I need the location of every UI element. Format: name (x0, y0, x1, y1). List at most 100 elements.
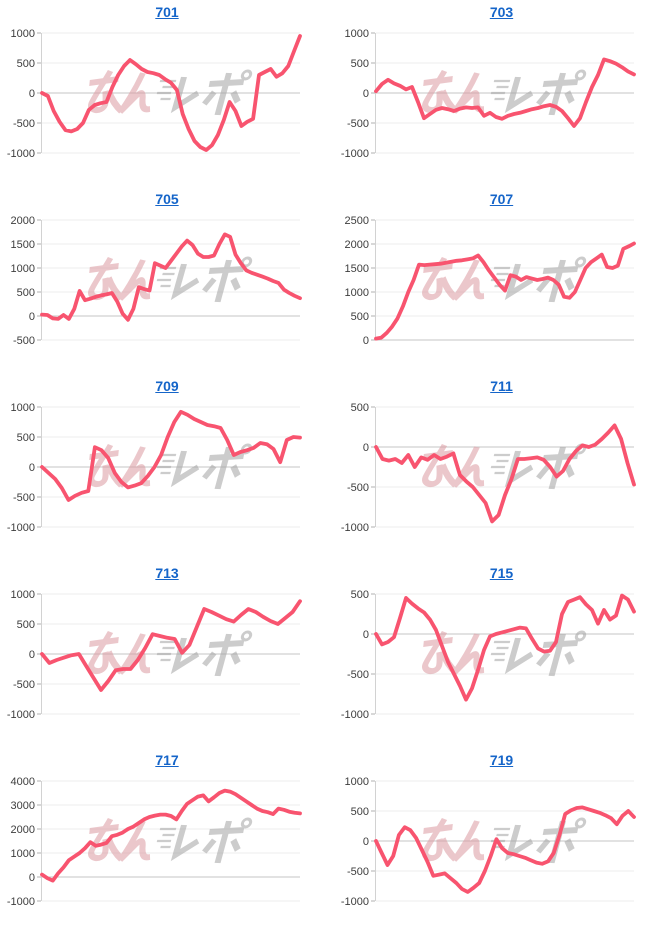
watermark-part1 (88, 818, 151, 862)
watermark-part2 (170, 69, 253, 116)
chart-title-row: 715 (334, 561, 669, 587)
svg-text:-1000: -1000 (7, 148, 35, 160)
svg-text:0: 0 (363, 836, 369, 848)
slump-line-series (40, 788, 302, 883)
svg-text:0: 0 (363, 335, 369, 347)
y-axis-ticks (371, 219, 375, 341)
svg-text:500: 500 (17, 287, 35, 299)
slump-line-series (374, 423, 636, 524)
slump-graph: 500 0 -500 -1000 (341, 589, 636, 721)
svg-text:500: 500 (351, 402, 369, 414)
y-axis-labels: 500 0 -500 -1000 (341, 589, 369, 721)
svg-text:500: 500 (351, 58, 369, 70)
watermark-minrepo-logo (88, 817, 253, 864)
watermark-part2 (170, 817, 253, 864)
slump-graph: 1000 500 0 -500 -1000 (7, 589, 302, 721)
watermark-minrepo-logo (88, 443, 253, 490)
svg-text:-500: -500 (347, 118, 369, 130)
y-axis-labels: 500 0 -500 -1000 (341, 402, 369, 534)
watermark-speed-lines (490, 640, 511, 662)
machine-number-link[interactable]: 701 (155, 4, 179, 20)
svg-text:0: 0 (29, 88, 35, 100)
gridlines (376, 406, 634, 528)
slump-graph: 500 0 -500 -1000 (341, 402, 636, 534)
slump-line-series (374, 57, 636, 128)
watermark-part2 (170, 256, 253, 303)
slump-line-series (40, 34, 302, 152)
chart-cell: 703 1000 500 0 -500 -1000 (334, 0, 669, 187)
slump-graph: 2500 2000 1500 1000 500 0 (345, 215, 636, 347)
svg-text:1000: 1000 (11, 402, 35, 414)
chart-cell: 709 1000 500 0 -500 -1000 (0, 374, 334, 561)
svg-text:0: 0 (29, 311, 35, 323)
y-axis-labels: 1000 500 0 -500 -1000 (7, 28, 35, 160)
watermark-part1 (422, 444, 485, 488)
svg-text:-500: -500 (347, 866, 369, 878)
machine-number-link[interactable]: 703 (489, 4, 514, 20)
chart-cell: 713 1000 500 0 -500 -1000 (0, 561, 334, 748)
y-axis-labels: 2000 1500 1000 500 0 -500 (11, 215, 35, 347)
slump-line-series (40, 232, 302, 322)
svg-text:-1000: -1000 (341, 522, 369, 534)
y-axis-ticks (37, 780, 41, 902)
machine-number-link[interactable]: 707 (489, 191, 514, 207)
watermark-minrepo-logo (88, 256, 253, 303)
watermark-part2 (170, 443, 253, 490)
svg-text:-1000: -1000 (341, 709, 369, 721)
slump-graph: 4000 3000 2000 1000 0 -1000 (7, 776, 302, 908)
svg-text:1000: 1000 (11, 848, 35, 860)
watermark-part2 (504, 630, 587, 677)
slump-graph: 1000 500 0 -500 -1000 (7, 28, 302, 160)
watermark-speed-lines (156, 640, 177, 662)
slump-line-series (40, 599, 302, 692)
svg-text:500: 500 (351, 311, 369, 323)
slump-graph: 1000 500 0 -500 -1000 (341, 776, 636, 908)
slump-graph: 1000 500 0 -500 -1000 (341, 28, 636, 160)
machine-number-link[interactable]: 719 (489, 752, 514, 768)
machine-number-link[interactable]: 705 (155, 191, 179, 207)
watermark-part1 (422, 257, 485, 301)
chart-cell: 719 1000 500 0 -500 -1000 (334, 748, 669, 935)
watermark-speed-lines (156, 266, 177, 288)
watermark-part1 (422, 70, 485, 114)
svg-text:0: 0 (363, 88, 369, 100)
slump-line-series (374, 805, 636, 894)
watermark-speed-lines (490, 453, 511, 475)
svg-text:1000: 1000 (345, 776, 369, 788)
svg-text:3000: 3000 (11, 800, 35, 812)
svg-text:-1000: -1000 (7, 896, 35, 908)
machine-number-link[interactable]: 709 (155, 378, 179, 394)
svg-text:-1000: -1000 (341, 896, 369, 908)
chart-cell: 715 500 0 -500 -1000 (334, 561, 669, 748)
svg-text:-1000: -1000 (341, 148, 369, 160)
watermark-speed-lines (490, 79, 511, 101)
chart-title-row: 701 (0, 0, 334, 26)
y-axis-ticks (371, 406, 375, 528)
y-axis-labels: 2500 2000 1500 1000 500 0 (345, 215, 369, 347)
svg-text:1500: 1500 (345, 263, 369, 275)
machine-number-link[interactable]: 713 (155, 565, 179, 581)
machine-number-link[interactable]: 715 (489, 565, 514, 581)
svg-text:0: 0 (29, 872, 35, 884)
machine-number-link[interactable]: 711 (490, 378, 513, 394)
machine-number-link[interactable]: 717 (155, 752, 179, 768)
svg-text:2000: 2000 (11, 215, 35, 227)
svg-text:0: 0 (29, 649, 35, 661)
svg-text:500: 500 (17, 58, 35, 70)
chart-title-row: 709 (0, 374, 334, 400)
watermark-part1 (88, 631, 151, 675)
chart-title-row: 703 (334, 0, 669, 26)
slump-graph: 1000 500 0 -500 -1000 (7, 402, 302, 534)
slump-line-series (374, 241, 636, 341)
watermark-part1 (88, 257, 151, 301)
svg-text:500: 500 (351, 589, 369, 601)
chart-cell: 705 2000 1500 1000 500 0 -500 (0, 187, 334, 374)
y-axis-ticks (37, 593, 41, 715)
svg-text:1000: 1000 (11, 589, 35, 601)
chart-title-row: 713 (0, 561, 334, 587)
svg-text:1000: 1000 (11, 28, 35, 40)
svg-text:-500: -500 (13, 679, 35, 691)
watermark-part1 (422, 818, 485, 862)
svg-text:1000: 1000 (345, 287, 369, 299)
svg-text:500: 500 (17, 432, 35, 444)
